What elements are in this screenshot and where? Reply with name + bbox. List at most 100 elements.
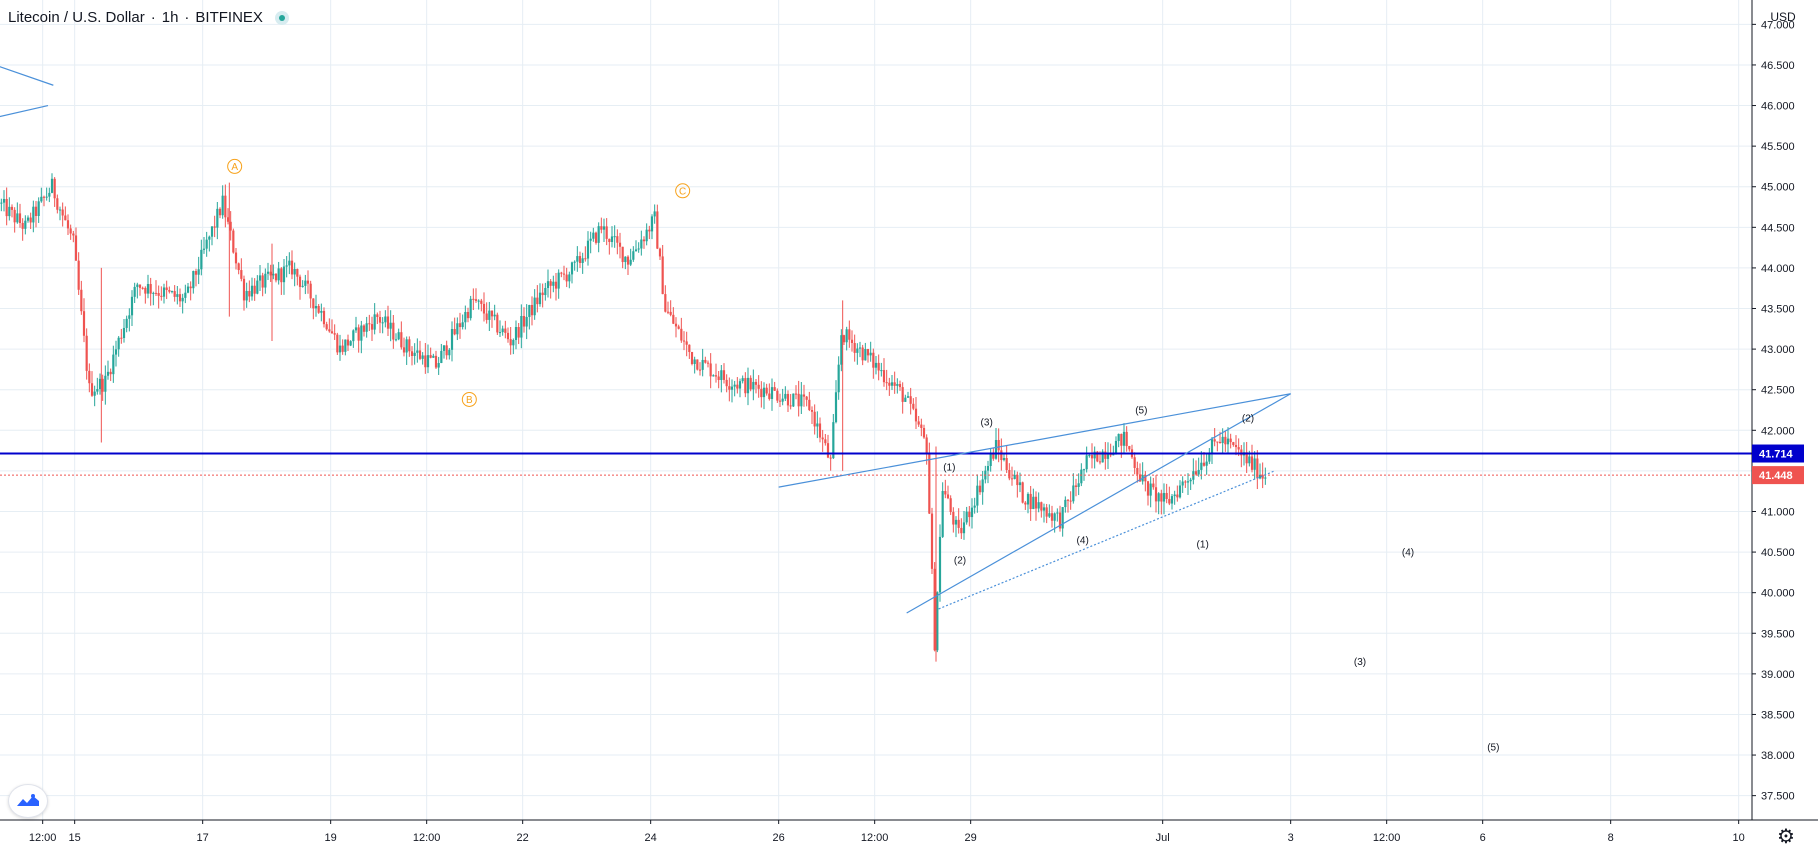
candle[interactable] bbox=[493, 304, 496, 321]
candle[interactable] bbox=[554, 272, 558, 301]
candle[interactable] bbox=[82, 298, 86, 343]
candle[interactable] bbox=[122, 319, 126, 343]
candle[interactable] bbox=[504, 320, 507, 339]
candle[interactable] bbox=[672, 307, 675, 325]
candle[interactable] bbox=[202, 237, 206, 254]
candle[interactable] bbox=[557, 269, 560, 299]
candle[interactable] bbox=[522, 307, 526, 333]
candle[interactable] bbox=[1181, 476, 1184, 493]
candle[interactable] bbox=[213, 215, 216, 238]
candle[interactable] bbox=[5, 187, 8, 226]
candle[interactable] bbox=[389, 310, 392, 342]
candle[interactable] bbox=[1210, 437, 1214, 465]
candle[interactable] bbox=[917, 415, 920, 427]
candle[interactable] bbox=[10, 204, 14, 218]
candle[interactable] bbox=[74, 227, 78, 261]
candle[interactable] bbox=[1184, 480, 1187, 488]
candle[interactable] bbox=[421, 352, 424, 365]
candle[interactable] bbox=[402, 337, 406, 357]
candle[interactable] bbox=[960, 518, 963, 539]
candle[interactable] bbox=[1133, 452, 1136, 475]
candle[interactable] bbox=[648, 225, 651, 240]
candle[interactable] bbox=[773, 381, 776, 392]
candle[interactable] bbox=[888, 377, 891, 396]
candle[interactable] bbox=[856, 343, 859, 365]
candle[interactable] bbox=[346, 334, 350, 351]
candle[interactable] bbox=[597, 222, 600, 253]
candle[interactable] bbox=[266, 262, 270, 280]
candle[interactable] bbox=[429, 347, 432, 359]
gear-icon[interactable]: ⚙ bbox=[1777, 826, 1795, 848]
candle[interactable] bbox=[1040, 501, 1043, 518]
candle[interactable] bbox=[517, 323, 520, 345]
candle[interactable] bbox=[608, 238, 611, 255]
candle[interactable] bbox=[386, 305, 390, 336]
candle[interactable] bbox=[738, 378, 742, 398]
candle[interactable] bbox=[1058, 505, 1062, 532]
candle[interactable] bbox=[488, 301, 491, 332]
candle[interactable] bbox=[354, 316, 358, 333]
candle[interactable] bbox=[490, 310, 494, 328]
candle[interactable] bbox=[1261, 462, 1264, 489]
candle[interactable] bbox=[152, 291, 155, 306]
candle[interactable] bbox=[37, 197, 40, 223]
candle[interactable] bbox=[1232, 441, 1235, 447]
candle[interactable] bbox=[949, 495, 952, 515]
candle[interactable] bbox=[69, 224, 72, 240]
candle[interactable] bbox=[512, 338, 515, 355]
candle[interactable] bbox=[869, 341, 872, 362]
candle[interactable] bbox=[341, 339, 344, 355]
candle[interactable] bbox=[914, 396, 918, 430]
candle[interactable] bbox=[42, 195, 46, 207]
candle[interactable] bbox=[704, 356, 707, 364]
candle[interactable] bbox=[53, 177, 56, 207]
candle[interactable] bbox=[1240, 445, 1243, 468]
candle[interactable] bbox=[882, 358, 886, 387]
candle[interactable] bbox=[40, 187, 43, 203]
candle[interactable] bbox=[850, 330, 854, 352]
candle[interactable] bbox=[1050, 505, 1054, 528]
candle[interactable] bbox=[712, 374, 715, 377]
candle[interactable] bbox=[696, 359, 699, 371]
candle[interactable] bbox=[733, 380, 736, 397]
candle[interactable] bbox=[992, 448, 995, 461]
candle[interactable] bbox=[200, 239, 203, 276]
candle[interactable] bbox=[1061, 506, 1064, 537]
candle[interactable] bbox=[245, 282, 248, 308]
candle[interactable] bbox=[1264, 467, 1267, 485]
candle[interactable] bbox=[506, 327, 510, 343]
candle[interactable] bbox=[125, 315, 128, 333]
candle[interactable] bbox=[714, 363, 718, 383]
candle[interactable] bbox=[562, 265, 566, 281]
candle[interactable] bbox=[818, 417, 822, 443]
candle[interactable] bbox=[178, 288, 182, 307]
candle[interactable] bbox=[320, 303, 323, 322]
candle[interactable] bbox=[965, 506, 968, 525]
candle[interactable] bbox=[168, 286, 171, 294]
candle[interactable] bbox=[456, 317, 459, 341]
candle[interactable] bbox=[277, 261, 280, 285]
candle[interactable] bbox=[634, 240, 638, 252]
candle[interactable] bbox=[304, 274, 307, 295]
candle[interactable] bbox=[594, 231, 598, 245]
candle[interactable] bbox=[368, 314, 371, 332]
candle[interactable] bbox=[112, 345, 115, 383]
candle[interactable] bbox=[186, 283, 190, 294]
candle[interactable] bbox=[701, 348, 704, 377]
candle[interactable] bbox=[464, 305, 467, 330]
candle[interactable] bbox=[1072, 473, 1075, 504]
candle[interactable] bbox=[501, 325, 504, 336]
candle[interactable] bbox=[898, 380, 902, 391]
candle[interactable] bbox=[1226, 427, 1230, 454]
candle[interactable] bbox=[805, 395, 808, 407]
candle[interactable] bbox=[208, 235, 211, 252]
candle[interactable] bbox=[141, 286, 144, 290]
candle[interactable] bbox=[397, 328, 400, 341]
candle[interactable] bbox=[858, 341, 862, 358]
candle[interactable] bbox=[688, 344, 691, 359]
candle[interactable] bbox=[1000, 438, 1003, 471]
candle[interactable] bbox=[234, 248, 238, 270]
candle[interactable] bbox=[26, 215, 30, 223]
candle[interactable] bbox=[560, 271, 563, 278]
candle[interactable] bbox=[893, 371, 896, 394]
